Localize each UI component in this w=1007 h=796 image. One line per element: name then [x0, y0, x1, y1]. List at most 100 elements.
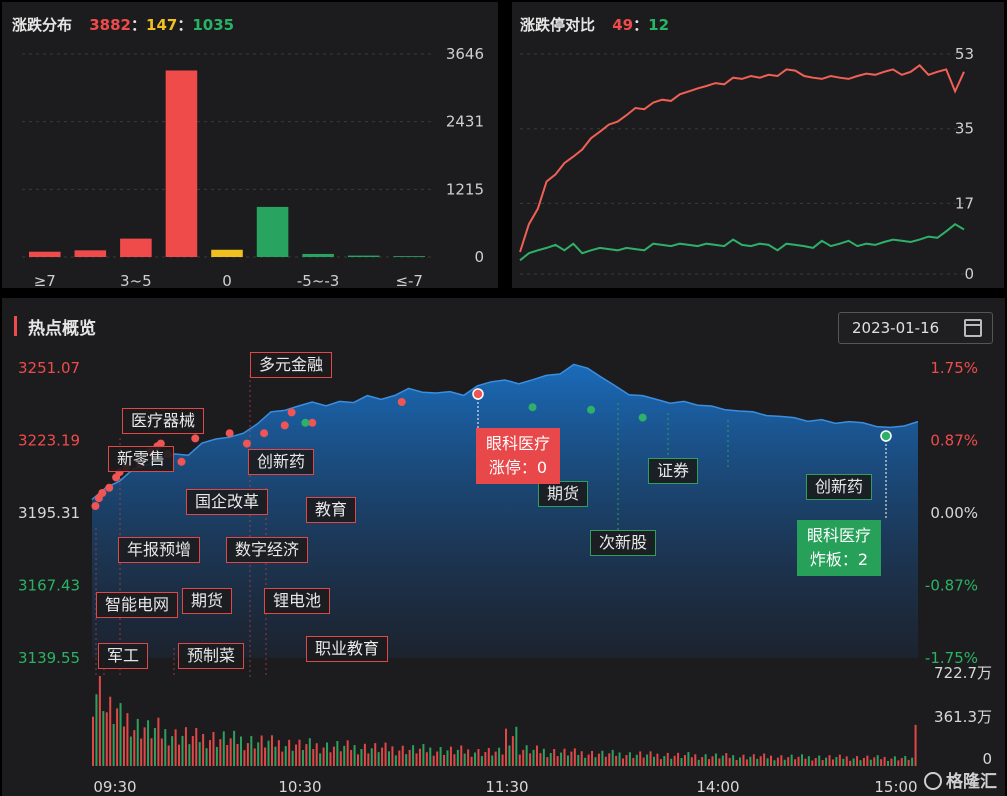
separator: ：: [177, 16, 193, 34]
volume-bar: [487, 747, 490, 766]
volume-bar: [790, 754, 793, 766]
eye-care-limit-up-callout[interactable]: 眼科医疗 涨停：0: [476, 428, 561, 484]
limit-down-dot: [587, 405, 596, 414]
volume-bar: [814, 758, 817, 766]
hotspot-overview-panel: 热点概览 2023-01-16 3251.07 3223.19 3195.31 316…: [2, 298, 1005, 796]
volume-bar: [140, 738, 143, 766]
concept-tag-down[interactable]: 次新股: [590, 530, 657, 556]
callout-title: 眼科医疗: [807, 526, 872, 545]
volume-bar: [174, 729, 177, 766]
volume-bar: [494, 751, 497, 766]
volume-bar: [381, 747, 384, 766]
eye-care-blown-callout[interactable]: 眼科医疗 炸板：2: [797, 520, 882, 576]
volume-bar: [470, 756, 473, 766]
volume-bar: [818, 755, 821, 766]
price-tick-label: 3139.55: [18, 649, 80, 667]
bar: [347, 255, 380, 257]
volume-bar: [150, 738, 153, 766]
volume-bar: [725, 753, 728, 766]
concept-tag-up[interactable]: 多元金融: [250, 352, 333, 378]
date-picker[interactable]: 2023-01-16: [838, 312, 993, 344]
volume-bar: [133, 730, 136, 766]
volume-bar: [835, 757, 838, 766]
volume-bar: [350, 749, 353, 766]
concept-tag-up[interactable]: 数字经济: [226, 537, 309, 563]
volume-bar: [601, 750, 604, 766]
limit-up-dot: [397, 397, 406, 406]
volume-bar: [570, 751, 573, 766]
volume-bar: [800, 754, 803, 766]
calendar-icon[interactable]: [964, 319, 982, 337]
volume-bar: [222, 731, 225, 766]
volume-bar: [776, 757, 779, 766]
limit-up-line: [519, 63, 965, 253]
volume-bar: [456, 749, 459, 766]
concept-tag-up[interactable]: 新零售: [108, 446, 175, 472]
volume-bar: [326, 742, 329, 766]
volume-bar: [202, 734, 205, 766]
volume-bar: [443, 754, 446, 766]
volume-bar: [897, 760, 900, 766]
concept-tag-up[interactable]: 国企改革: [186, 489, 269, 515]
volume-bar: [233, 730, 236, 766]
concept-tag-up[interactable]: 预制菜: [178, 643, 245, 669]
y-tick-label: 35: [955, 120, 974, 138]
concept-tag-up[interactable]: 年报预增: [118, 537, 201, 563]
concept-tag-down[interactable]: 证券: [648, 458, 699, 484]
volume-bar: [649, 751, 652, 766]
volume-bar: [439, 747, 442, 766]
volume-bar: [794, 759, 797, 766]
concept-tag-up[interactable]: 创新药: [248, 449, 315, 475]
volume-bar: [904, 756, 907, 766]
concept-tag-up[interactable]: 锂电池: [264, 588, 331, 614]
y-tick-label: 0: [474, 248, 484, 266]
concept-tag-down[interactable]: 创新药: [806, 474, 873, 500]
volume-bar: [449, 746, 452, 766]
distribution-title: 涨跌分布 3882：147：1035: [12, 14, 234, 35]
price-tick-label: 3195.31: [18, 504, 80, 522]
volume-bar: [374, 743, 377, 766]
volume-bar: [811, 760, 814, 766]
concept-tag-up[interactable]: 期货: [182, 588, 233, 614]
volume-bar: [260, 735, 263, 766]
volume-bar: [432, 755, 435, 766]
volume-bar: [883, 756, 886, 766]
volume-bar: [659, 759, 662, 766]
separator: ：: [131, 16, 147, 34]
limit-down-count: 12: [648, 16, 670, 34]
limit-up-dot: [191, 434, 200, 443]
volume-bar: [191, 736, 194, 766]
volume-bar: [663, 756, 666, 766]
concept-tag-down[interactable]: 期货: [538, 481, 589, 507]
volume-bar: [209, 740, 212, 766]
volume-bar: [677, 752, 680, 766]
concept-tag-up[interactable]: 职业教育: [306, 636, 389, 662]
price-area: [92, 364, 918, 658]
limit-up-dot: [287, 408, 296, 417]
volume-bar: [501, 754, 504, 766]
volume-bar: [274, 746, 277, 766]
volume-bar: [195, 727, 198, 766]
volume-bar: [807, 756, 810, 766]
limit-down-dot: [528, 403, 537, 412]
volume-bar: [360, 749, 363, 766]
volume-bar: [188, 744, 191, 766]
concept-tag-up[interactable]: 智能电网: [96, 592, 179, 618]
bar: [165, 70, 198, 257]
callout-value: 涨停：0: [488, 458, 548, 477]
concept-tag-up[interactable]: 教育: [306, 497, 357, 523]
volume-bar: [281, 751, 284, 766]
hotspot-title: 热点概览: [28, 319, 96, 339]
volume-bar: [911, 757, 914, 766]
distribution-bar-chart: 3646 2431 1215 0 ≥7 3~5 0 -5~-3 ≤-7: [22, 45, 484, 290]
concept-tag-up[interactable]: 医疗器械: [122, 408, 205, 434]
volume-bar: [787, 757, 790, 766]
volume-bar: [288, 739, 291, 766]
concept-tag-up[interactable]: 军工: [98, 643, 149, 669]
volume-bar: [412, 745, 415, 766]
bar: [74, 250, 107, 257]
volume-bar: [556, 756, 559, 766]
limit-up-dot: [242, 439, 251, 448]
price-tick-label: 3223.19: [18, 432, 80, 450]
volume-bar: [239, 736, 242, 766]
